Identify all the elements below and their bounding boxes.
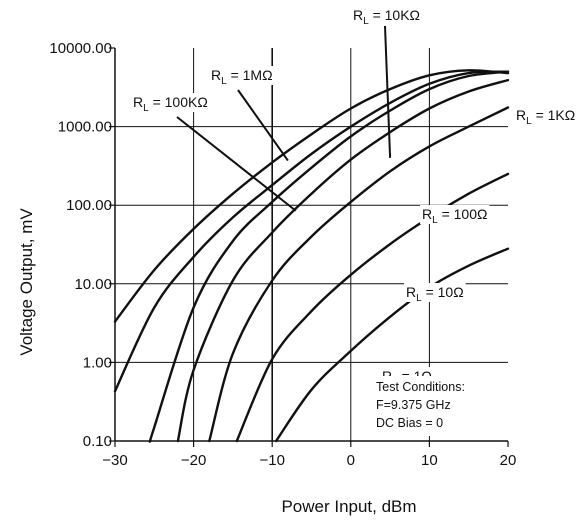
label-leader-lines (176, 25, 392, 212)
x-tick-label: −10 (259, 452, 284, 469)
x-tick-label: 0 (347, 452, 355, 469)
curve-label-text: = 1KΩ (532, 107, 576, 123)
series-curve-5 (208, 106, 510, 443)
y-tick-label: 1000.00 (58, 119, 112, 136)
curve-label: RL = 100KΩ (133, 94, 208, 114)
curve-label: RL = 10Ω (406, 284, 464, 304)
curve-label: RL = 1MΩ (211, 67, 273, 87)
test-conditions-title: Test Conditions: (376, 380, 465, 394)
curve-label-subscript: L (526, 116, 532, 127)
curve-label-text: = 100Ω (438, 206, 488, 222)
curve-label-text: = 1MΩ (227, 67, 273, 83)
curve-label-text: = 10Ω (422, 284, 464, 300)
y-tick-label: 100.00 (66, 197, 112, 214)
curve-label-background (351, 6, 423, 25)
curve-label-leader-line (176, 116, 297, 212)
curve-label-leader-line (384, 25, 392, 158)
curve-label-background (131, 93, 210, 112)
curve-label-text: = 10KΩ (369, 7, 420, 23)
curve-label: RL = 100Ω (422, 206, 487, 226)
curve-label-background (209, 66, 275, 85)
test-conditions-box (372, 376, 472, 436)
y-tick-label: 10000.00 (49, 40, 112, 57)
curve-label-leader-line (237, 89, 289, 162)
series-curve-4 (176, 78, 510, 443)
grid-lines (115, 48, 508, 441)
x-tick-label: 10 (421, 452, 438, 469)
curve-label-subscript: L (432, 215, 438, 226)
x-axis-title: Power Input, dBm (281, 497, 416, 516)
curve-label-symbol: R (516, 107, 526, 123)
curve-label-background (420, 205, 490, 224)
curves (113, 69, 510, 443)
axes: −30 −20 −10 0 10 20 0.10 1.00 10.00 100.00 1000.00… (49, 40, 516, 469)
series-curve-3 (148, 70, 510, 443)
curve-label-text: = 100KΩ (149, 94, 208, 110)
curve-label-background (514, 106, 578, 125)
x-tick-label: −30 (102, 452, 127, 469)
curve-label-symbol: R (211, 67, 221, 83)
series-curve-1 (113, 69, 510, 323)
test-conditions-bias: DC Bias = 0 (376, 416, 443, 430)
test-conditions-frequency: F=9.375 GHz (376, 398, 451, 412)
x-tick-label: −20 (181, 452, 206, 469)
series-curve-7 (274, 247, 510, 443)
curve-label-subscript: L (221, 76, 227, 87)
curve-label-subscript: L (363, 16, 369, 27)
curve-label-symbol: R (422, 206, 432, 222)
curve-label-symbol: R (406, 284, 416, 300)
curve-label: RL = 1KΩ (516, 107, 575, 127)
curve-label-background (404, 283, 466, 302)
curve-label-symbol: R (133, 94, 143, 110)
curve-label-subscript: L (416, 293, 422, 304)
y-tick-label: 0.10 (83, 433, 112, 450)
x-tick-label: 20 (500, 452, 517, 469)
y-axis-title: Voltage Output, mV (17, 208, 36, 356)
y-tick-label: 10.00 (74, 276, 112, 293)
y-tick-label: 1.00 (83, 354, 112, 371)
series-curve-6 (235, 172, 510, 443)
curve-label-subscript: L (143, 103, 149, 114)
curve-label: RL = 10KΩ (353, 7, 420, 27)
series-curve-2 (113, 70, 510, 393)
curve-label-symbol: R (353, 7, 363, 23)
